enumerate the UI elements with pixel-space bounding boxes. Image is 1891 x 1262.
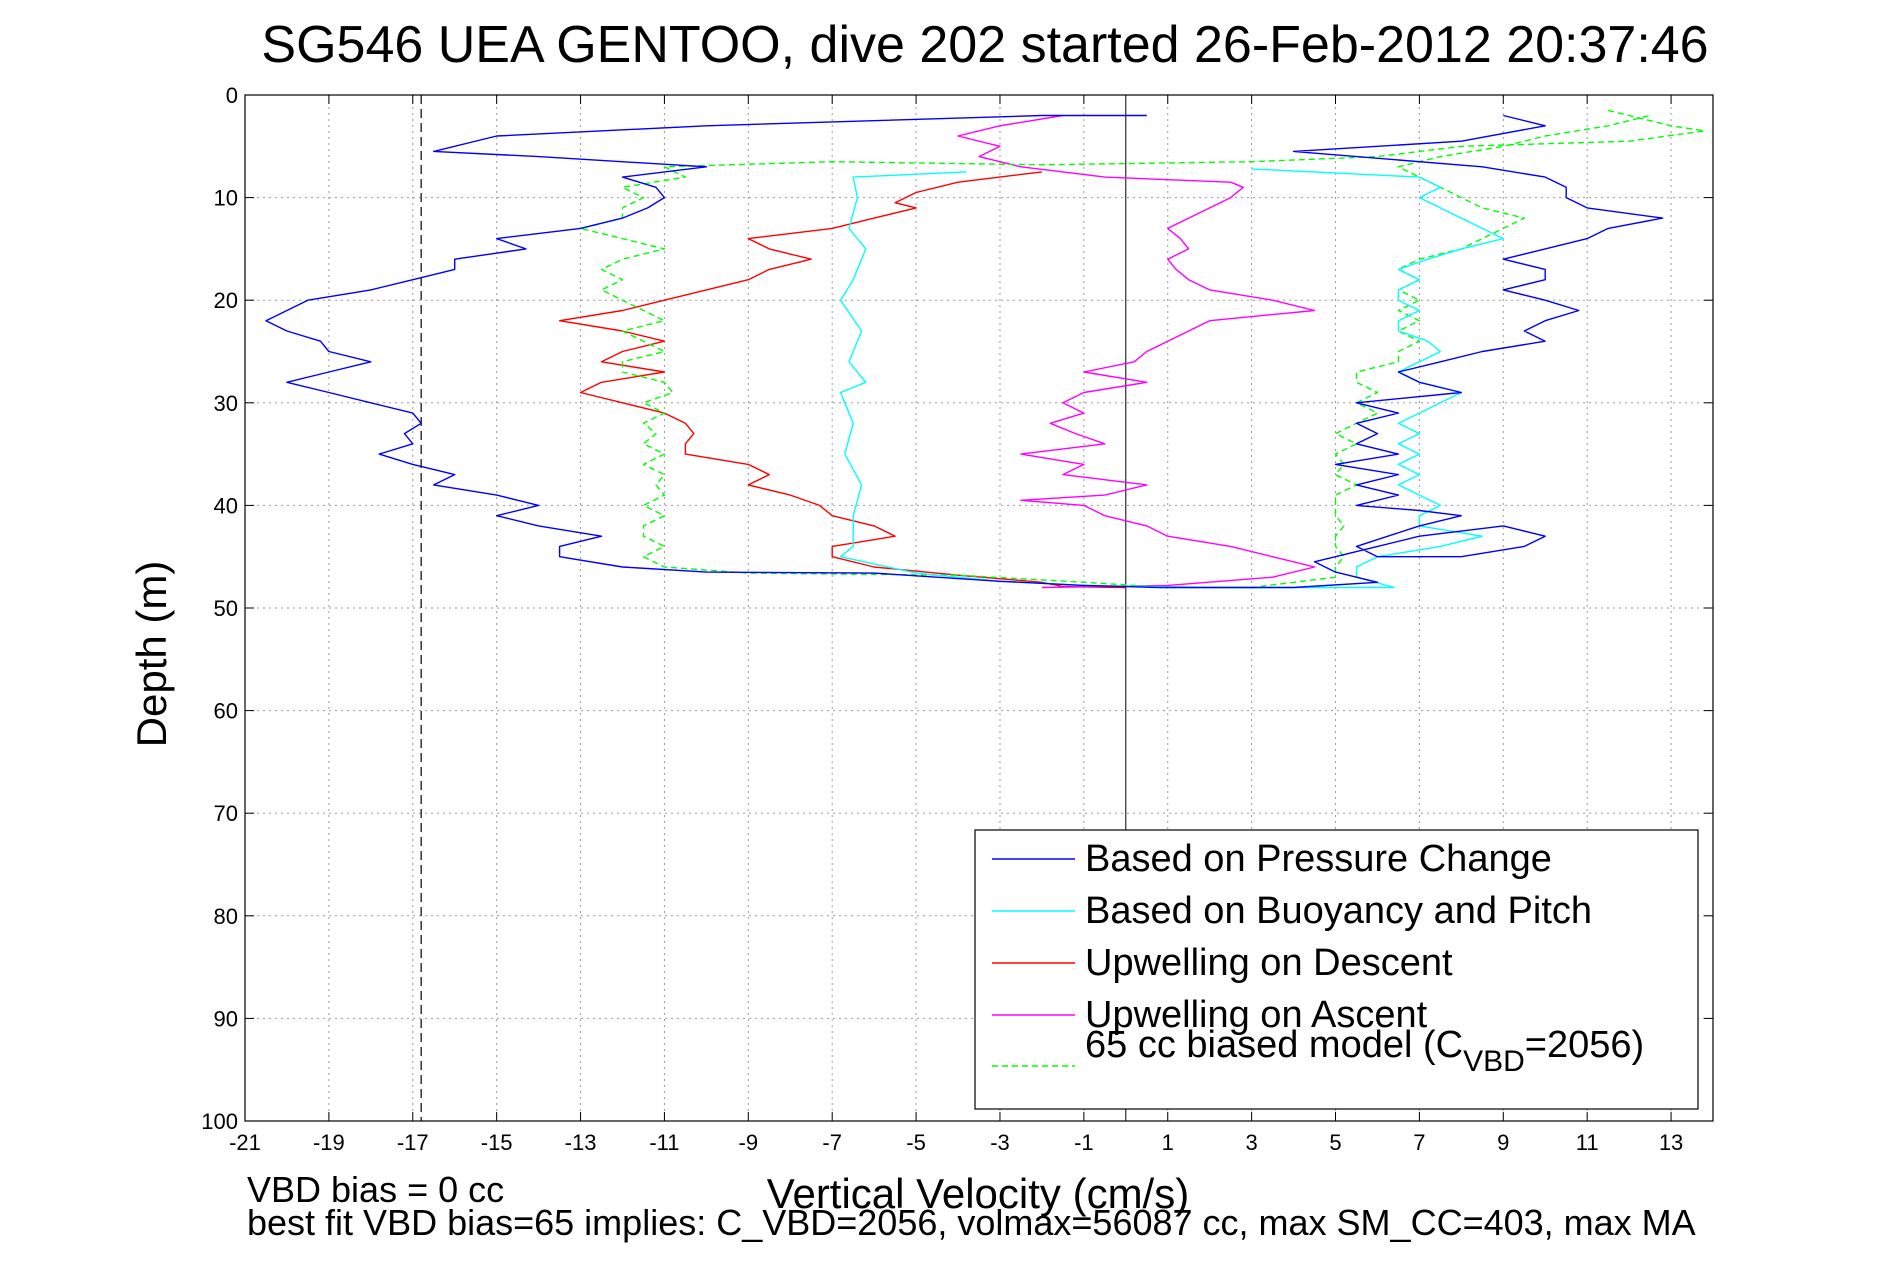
x-tick-label: -15 [481,1130,513,1155]
data-series-group [265,109,1706,589]
plot-area-frame [244,94,1714,1122]
x-tick-labels: -21 -19 -17 -15 -13 -11 -9 -7 -5 -3 -1 1 3 5 7 9 11 13 [229,1130,1683,1155]
x-tick-label: -17 [397,1130,429,1155]
legend-box [974,829,1699,1110]
x-tick-label: -11 [649,1130,679,1155]
legend-label: Based on Buoyancy and Pitch [1085,890,1592,932]
x-tick-label: -13 [565,1130,597,1155]
legend: Based on Pressure Change Based on Buoyanc… [974,829,1699,1110]
legend-label: Upwelling on Descent [1085,942,1453,984]
x-axis-label: Vertical Velocity (cm/s) [767,1170,1189,1217]
x-tick-label: 1 [1162,1130,1174,1155]
y-tick-label: 90 [214,1006,238,1031]
x-tick-label: 9 [1497,1130,1509,1155]
x-tick-label: -7 [822,1130,842,1155]
y-tick-label: 20 [214,288,238,313]
y-tick-label: 40 [214,493,238,518]
x-tick-label: 13 [1659,1130,1683,1155]
series-line-3 [957,114,1316,589]
vbd-bias-note: VBD bias = 0 cc [247,1169,505,1210]
x-tick-label: 11 [1576,1130,1599,1155]
y-tick-label: 10 [214,186,238,211]
y-tick-label: 100 [201,1109,238,1134]
x-tick-label: -19 [313,1130,345,1155]
series-line-1 [839,168,1505,589]
legend-label: 65 cc biased model (CVBD=2056) [1085,1024,1644,1078]
y-tick-label: 70 [214,801,238,826]
x-tick-label: -9 [739,1130,759,1155]
y-tick-label: 0 [226,83,238,108]
x-tick-label: -3 [990,1130,1010,1155]
series-line-4 [579,109,1706,589]
x-tick-label: -21 [229,1130,261,1155]
y-axis-label: Depth (m) [128,561,175,748]
chart-title: SG546 UEA GENTOO, dive 202 started 26-Fe… [261,16,1708,74]
legend-label: Based on Pressure Change [1085,838,1552,880]
x-tick-label: -5 [906,1130,926,1155]
y-tick-label: 30 [214,391,238,416]
x-tick-label: 3 [1246,1130,1258,1155]
legend-label: Upwelling on Ascent [1085,994,1428,1036]
y-tick-label: 60 [214,699,238,724]
y-tick-label: 50 [214,596,238,621]
series-line-2 [558,171,1126,589]
x-tick-label: 5 [1329,1130,1341,1155]
axes [244,94,1714,1122]
best-fit-note: best fit VBD bias=65 implies: C_VBD=2056… [247,1202,1696,1243]
x-tick-label: -1 [1074,1130,1094,1155]
y-tick-labels: 0 10 20 30 40 50 60 70 80 90 100 [201,83,238,1134]
series-line-0 [265,114,1664,589]
y-tick-label: 80 [214,904,238,929]
x-tick-label: 7 [1413,1130,1425,1155]
